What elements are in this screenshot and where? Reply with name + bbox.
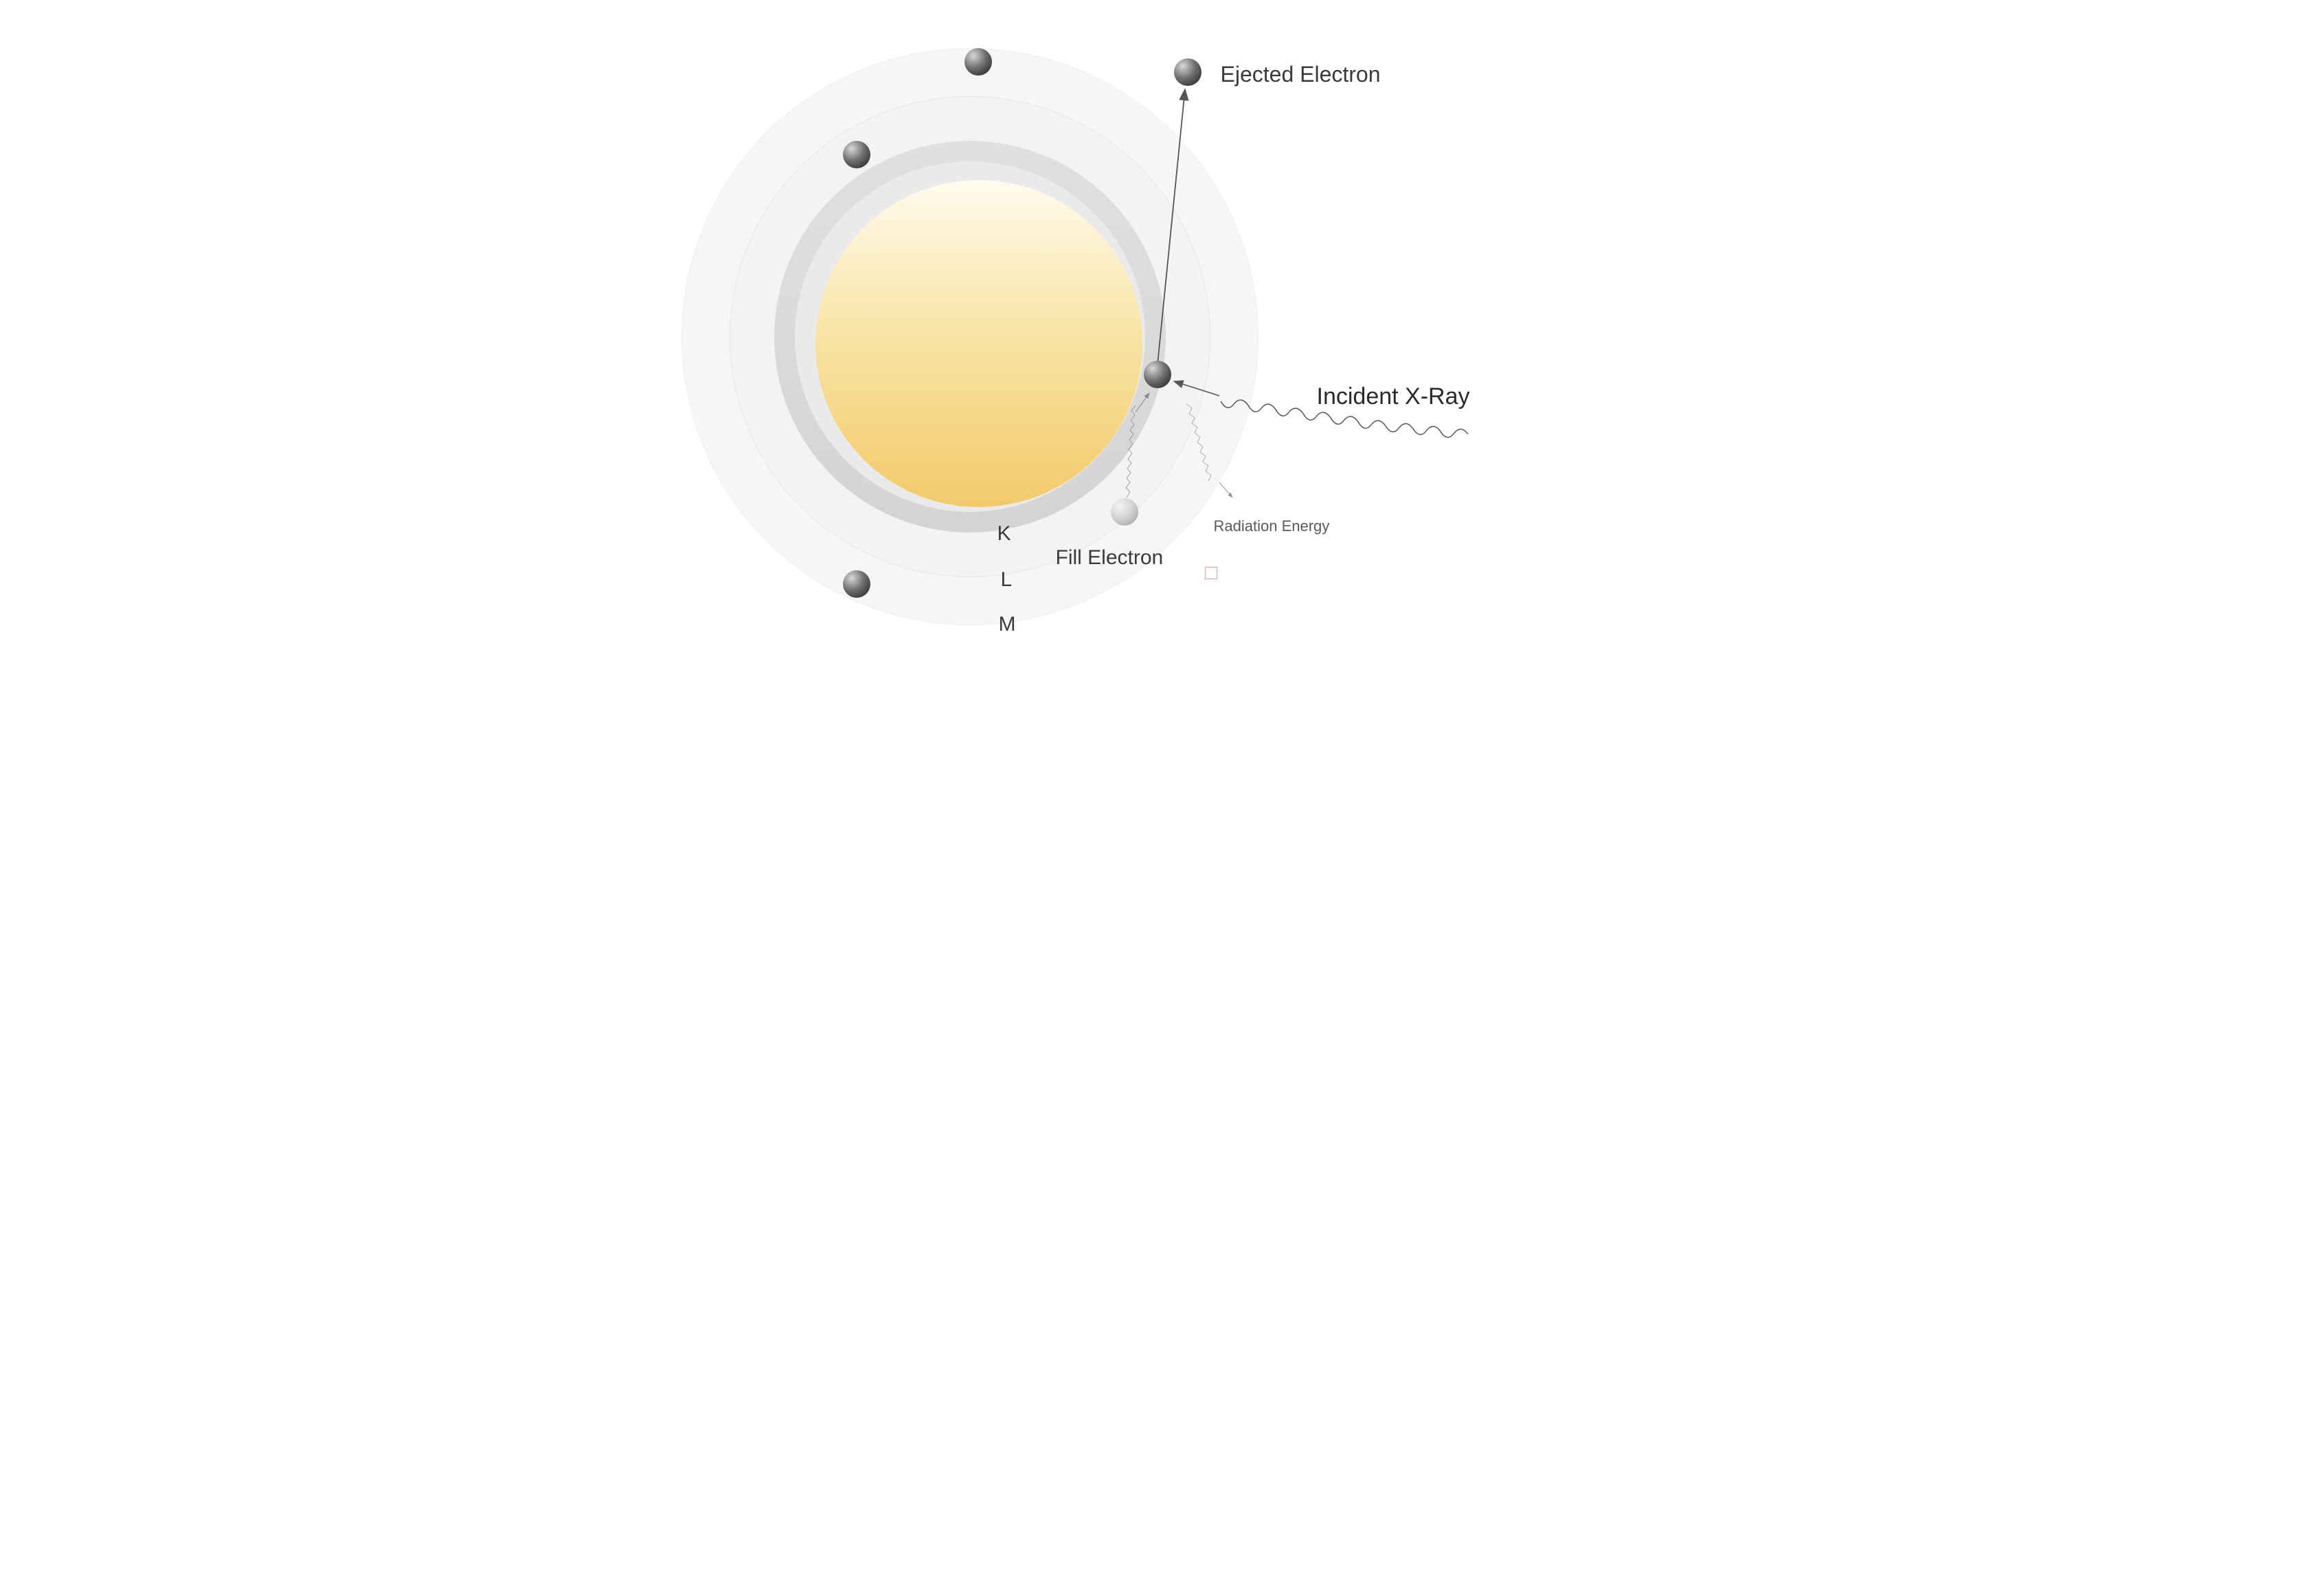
fill-electron-label: Fill Electron bbox=[1056, 546, 1164, 570]
radiation-arrow bbox=[1219, 482, 1232, 497]
electron-l-upper-left bbox=[843, 141, 870, 168]
shell-k-label: K bbox=[997, 522, 1011, 546]
red-marker-box bbox=[1205, 567, 1217, 579]
electron-ejected bbox=[1174, 58, 1202, 86]
ejected-electron-label: Ejected Electron bbox=[1221, 62, 1381, 87]
xray-fluorescence-diagram: K L M Ejected Electron Incident X-Ray Fi… bbox=[657, 0, 1667, 687]
electron-m-lower-left bbox=[843, 570, 870, 598]
shell-l-label: L bbox=[1001, 568, 1013, 592]
electron-m-top bbox=[964, 48, 992, 76]
incident-xray-label: Incident X-Ray bbox=[1317, 383, 1470, 410]
electron-k-right bbox=[1144, 361, 1171, 388]
shell-m-label: M bbox=[999, 613, 1016, 636]
nucleus bbox=[815, 180, 1142, 507]
electron-fill bbox=[1111, 498, 1138, 526]
radiation-energy-label: Radiation Energy bbox=[1214, 517, 1330, 535]
